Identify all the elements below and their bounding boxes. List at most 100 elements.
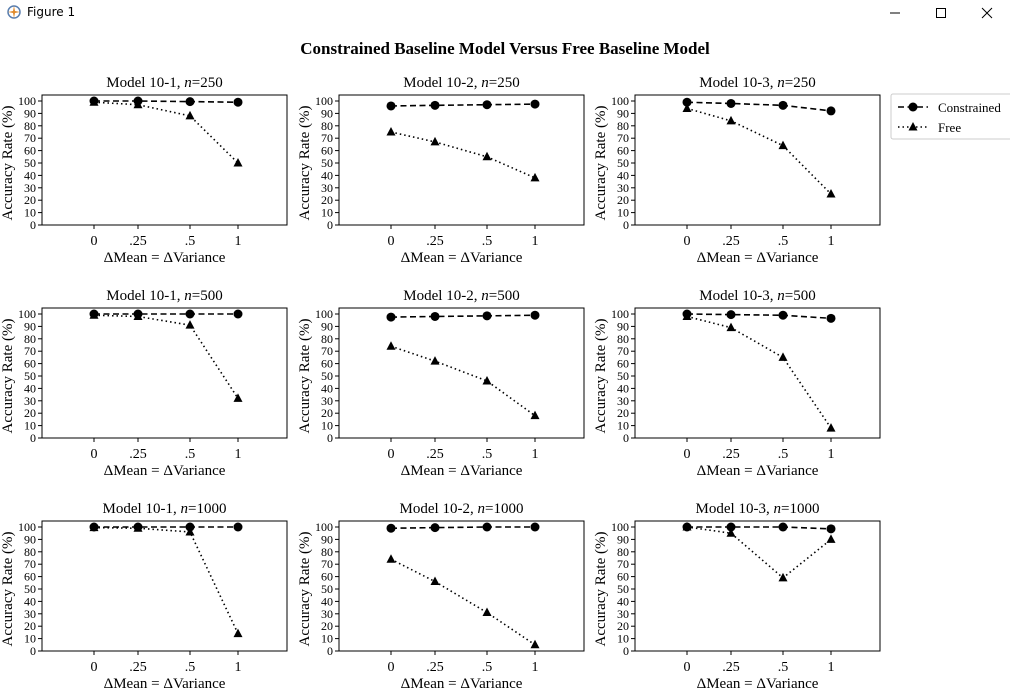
legend-label: Free bbox=[938, 120, 961, 135]
data-point-free bbox=[726, 115, 736, 125]
data-point-constrained bbox=[482, 100, 492, 110]
y-tick-label: 80 bbox=[24, 332, 36, 346]
x-tick-label: 1 bbox=[235, 234, 242, 249]
y-tick-label: 0 bbox=[327, 644, 333, 658]
x-tick-label: .5 bbox=[482, 234, 493, 249]
data-point-free bbox=[430, 136, 440, 146]
data-point-constrained bbox=[778, 310, 788, 320]
subplot-title-sep: , bbox=[177, 75, 185, 91]
subplot-title-n: 500 bbox=[793, 288, 816, 304]
data-point-constrained bbox=[826, 313, 836, 323]
subplot-title-sep: , bbox=[173, 501, 181, 517]
x-tick-label: 0 bbox=[388, 660, 395, 675]
y-tick-label: 10 bbox=[24, 632, 36, 646]
y-tick-label: 50 bbox=[617, 156, 629, 170]
close-button[interactable] bbox=[964, 0, 1010, 25]
y-tick-label: 30 bbox=[321, 181, 333, 195]
data-point-constrained bbox=[386, 312, 396, 322]
subplot-title-eq: = bbox=[188, 501, 196, 517]
subplot-title-n-symbol: n bbox=[481, 288, 489, 304]
series-line-free bbox=[390, 131, 536, 179]
data-point-constrained bbox=[482, 522, 492, 532]
x-tick-label: .25 bbox=[722, 447, 740, 462]
x-tick-label: .5 bbox=[185, 660, 196, 675]
y-tick-label: 60 bbox=[617, 570, 629, 584]
data-point-constrained bbox=[530, 522, 540, 532]
y-tick-label: 50 bbox=[617, 582, 629, 596]
x-axis-label: ΔMean = ΔVariance bbox=[401, 463, 523, 479]
subplot-title-model: Model 10-3 bbox=[696, 501, 766, 517]
y-tick-label: 40 bbox=[24, 594, 36, 608]
y-tick-label: 0 bbox=[30, 431, 36, 445]
x-tick-label: .5 bbox=[482, 447, 493, 462]
data-point-free bbox=[386, 341, 396, 350]
data-point-constrained bbox=[826, 524, 836, 534]
data-point-free bbox=[185, 320, 195, 329]
y-tick-label: 30 bbox=[24, 181, 36, 195]
y-tick-label: 0 bbox=[623, 218, 629, 232]
y-tick-label: 70 bbox=[24, 557, 36, 571]
subplot-title-sep: , bbox=[474, 75, 482, 91]
subplot: Model 10-3, n=50001020304050607080901000… bbox=[593, 288, 881, 479]
x-axis-label: ΔMean = ΔVariance bbox=[401, 250, 523, 266]
series-line-free bbox=[93, 314, 239, 399]
subplot-title-model: Model 10-3 bbox=[699, 75, 769, 91]
y-tick-label: 90 bbox=[617, 532, 629, 546]
x-axis-label: ΔMean = ΔVariance bbox=[104, 463, 226, 479]
x-tick-label: 1 bbox=[235, 660, 242, 675]
data-point-free bbox=[826, 189, 836, 198]
x-axis-label: ΔMean = ΔVariance bbox=[401, 676, 523, 692]
subplot-title-model: Model 10-2 bbox=[403, 288, 473, 304]
subplot-title-n-symbol: n bbox=[180, 501, 188, 517]
data-point-free bbox=[185, 526, 195, 536]
x-tick-label: .5 bbox=[778, 660, 789, 675]
subplot-title-n-symbol: n bbox=[777, 288, 785, 304]
data-point-free bbox=[233, 628, 243, 638]
subplot-title-sep: , bbox=[470, 501, 478, 517]
close-icon bbox=[981, 7, 993, 18]
x-tick-label: .25 bbox=[129, 447, 147, 462]
window-titlebar[interactable]: Figure 1 bbox=[0, 0, 1010, 25]
x-tick-label: .25 bbox=[426, 660, 444, 675]
axes-frame bbox=[338, 307, 585, 439]
x-tick-label: .5 bbox=[482, 660, 493, 675]
y-tick-label: 50 bbox=[617, 369, 629, 383]
data-point-free bbox=[482, 151, 492, 161]
y-tick-label: 10 bbox=[24, 419, 36, 433]
axes-frame bbox=[41, 307, 288, 439]
data-point-free bbox=[778, 572, 788, 582]
y-tick-label: 100 bbox=[611, 520, 629, 534]
series-line-free bbox=[686, 315, 832, 429]
x-tick-label: 0 bbox=[684, 447, 691, 462]
series-line-constrained bbox=[94, 100, 239, 104]
series-line-free bbox=[686, 526, 832, 579]
maximize-button[interactable] bbox=[918, 0, 964, 25]
subplot-title-eq: = bbox=[192, 75, 200, 91]
subplot: Model 10-2, n=25001020304050607080901000… bbox=[297, 75, 585, 266]
minimize-button[interactable] bbox=[872, 0, 918, 25]
minimize-icon bbox=[890, 12, 900, 13]
data-point-constrained bbox=[386, 523, 396, 533]
x-tick-label: 0 bbox=[388, 447, 395, 462]
y-tick-label: 0 bbox=[623, 644, 629, 658]
series-line-constrained bbox=[390, 526, 535, 530]
y-tick-label: 90 bbox=[24, 532, 36, 546]
y-axis-label: Accuracy Rate (%) bbox=[0, 532, 16, 647]
x-tick-label: .5 bbox=[778, 447, 789, 462]
y-tick-label: 90 bbox=[617, 106, 629, 120]
legend-label: Constrained bbox=[938, 100, 1001, 115]
series-line-constrained bbox=[686, 101, 832, 112]
y-tick-label: 50 bbox=[321, 369, 333, 383]
y-tick-label: 70 bbox=[617, 557, 629, 571]
subplot: Model 10-2, n=50001020304050607080901000… bbox=[297, 288, 585, 479]
y-tick-label: 60 bbox=[24, 144, 36, 158]
data-point-constrained bbox=[726, 310, 736, 320]
data-point-free bbox=[185, 110, 195, 120]
data-point-free bbox=[133, 99, 143, 109]
subplot: Model 10-1, n=25001020304050607080901000… bbox=[0, 75, 288, 266]
y-axis-label: Accuracy Rate (%) bbox=[297, 532, 313, 647]
subplot-title-eq: = bbox=[785, 75, 793, 91]
x-tick-label: 0 bbox=[684, 660, 691, 675]
y-tick-label: 10 bbox=[617, 206, 629, 220]
series-line-constrained bbox=[390, 314, 536, 318]
